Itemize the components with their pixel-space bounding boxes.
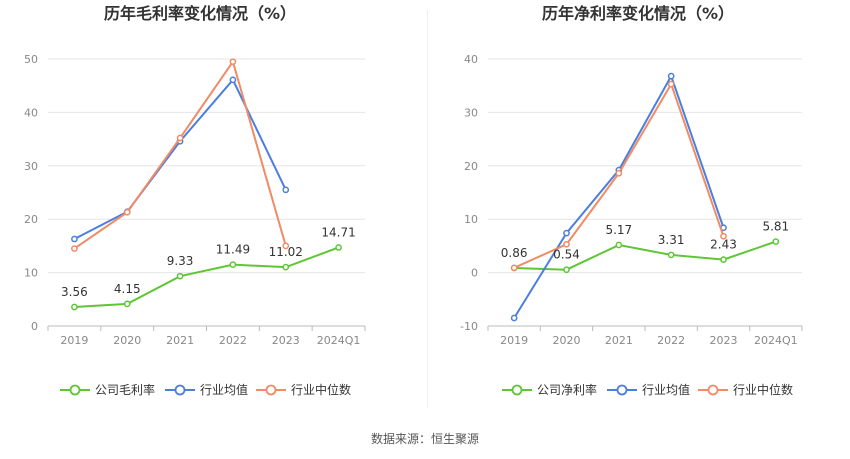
legend-label: 行业均值 [642,382,690,397]
chart-divider [427,10,428,408]
legend-swatch-marker [616,384,628,396]
data-point-company [229,261,237,268]
data-label: 5.81 [762,220,789,234]
data-label: 3.56 [61,285,88,299]
y-tick-label: 50 [24,53,38,66]
x-tick-label: 2020 [553,334,581,347]
legend-item-company: 公司毛利率 [60,382,155,397]
x-tick-label: 2019 [500,334,528,347]
x-tick-label: 2019 [60,334,88,347]
data-point-median [563,240,570,248]
data-point-avg [71,235,78,243]
series-line-company [514,240,777,271]
legend-label: 行业中位数 [291,382,351,397]
legend-label: 行业中位数 [733,382,793,397]
data-point-median [720,232,727,240]
chart-title: 历年净利率变化情况（%） [542,4,734,23]
data-label: 3.31 [658,233,685,247]
legend-swatch-marker [69,384,81,396]
data-label: 11.49 [216,243,250,257]
y-tick-label: 10 [24,267,38,280]
series-line-median [73,59,287,250]
x-tick-label: 2021 [166,334,194,347]
data-point-company [282,263,290,271]
data-point-company [71,303,78,311]
x-tick-label: 2024Q1 [317,334,361,347]
data-point-median [615,169,623,177]
data-point-company [335,244,342,251]
data-point-avg [563,229,570,237]
data-point-company [563,266,570,274]
data-point-median [176,134,184,142]
y-tick-label: 10 [464,213,478,226]
chart-title: 历年毛利率变化情况（%） [104,4,296,23]
legend-item-median: 行业中位数 [698,382,793,397]
data-label: 2.43 [710,238,737,252]
data-label: 9.33 [167,254,194,268]
series-line-avg [73,78,287,240]
y-tick-label: 40 [24,106,38,119]
y-tick-label: 20 [24,213,38,226]
series-line-company [74,246,339,308]
y-tick-label: 30 [464,106,478,119]
data-label: 5.17 [605,223,632,237]
x-tick-label: 2022 [219,334,247,347]
data-source-note: 数据来源：恒生聚源 [370,432,479,446]
y-tick-label: 20 [464,160,478,173]
data-point-company [615,241,623,249]
data-label: 0.86 [501,246,528,260]
data-point-median [229,58,237,66]
y-tick-label: 40 [464,53,478,66]
x-tick-label: 2023 [710,334,738,347]
data-point-avg [510,314,518,322]
data-point-avg [282,186,290,194]
data-point-company [720,256,727,263]
legend-item-median: 行业中位数 [256,382,351,397]
y-tick-label: 0 [471,267,478,280]
data-point-median [282,242,290,250]
gross-margin-chart: 历年毛利率变化情况（%） 0 10 20 30 40 50 2019 2020 2021 2022 2… [24,4,366,397]
net-margin-chart: 历年净利率变化情况（%） -10 0 10 20 30 40 2019 2020 2021 2022… [460,4,803,397]
y-tick-label: 30 [24,160,38,173]
x-tick-label: 2023 [272,334,300,347]
legend-item-company: 公司净利率 [502,382,597,397]
x-tick-label: 2020 [113,334,141,347]
data-point-median [71,245,78,252]
legend-swatch-marker [707,384,719,396]
data-point-median [667,80,675,88]
x-tick-label: 2022 [657,334,685,347]
x-tick-label: 2024Q1 [754,334,798,347]
data-point-median [123,208,131,216]
data-point-avg [667,72,675,80]
data-point-median [510,264,518,272]
data-point-company [772,238,780,245]
y-tick-label: -10 [460,320,478,333]
legend-label: 公司毛利率 [95,382,155,397]
data-label: 0.54 [553,248,580,262]
legend-item-avg: 行业均值 [607,382,690,397]
legend-swatch-marker [511,384,523,396]
data-label: 11.02 [269,245,303,259]
y-tick-label: 0 [31,320,38,333]
data-point-company [176,272,184,280]
legend-label: 公司净利率 [537,382,597,397]
data-point-company [123,300,131,308]
legend-item-avg: 行业均值 [165,382,248,397]
legend-swatch-marker [174,384,186,396]
data-label: 4.15 [114,282,141,296]
data-point-company [667,251,675,259]
data-point-avg [229,76,237,84]
x-tick-label: 2021 [605,334,633,347]
legend-swatch-marker [265,384,277,396]
legend-label: 行业均值 [200,382,248,397]
data-label: 14.71 [321,225,355,239]
